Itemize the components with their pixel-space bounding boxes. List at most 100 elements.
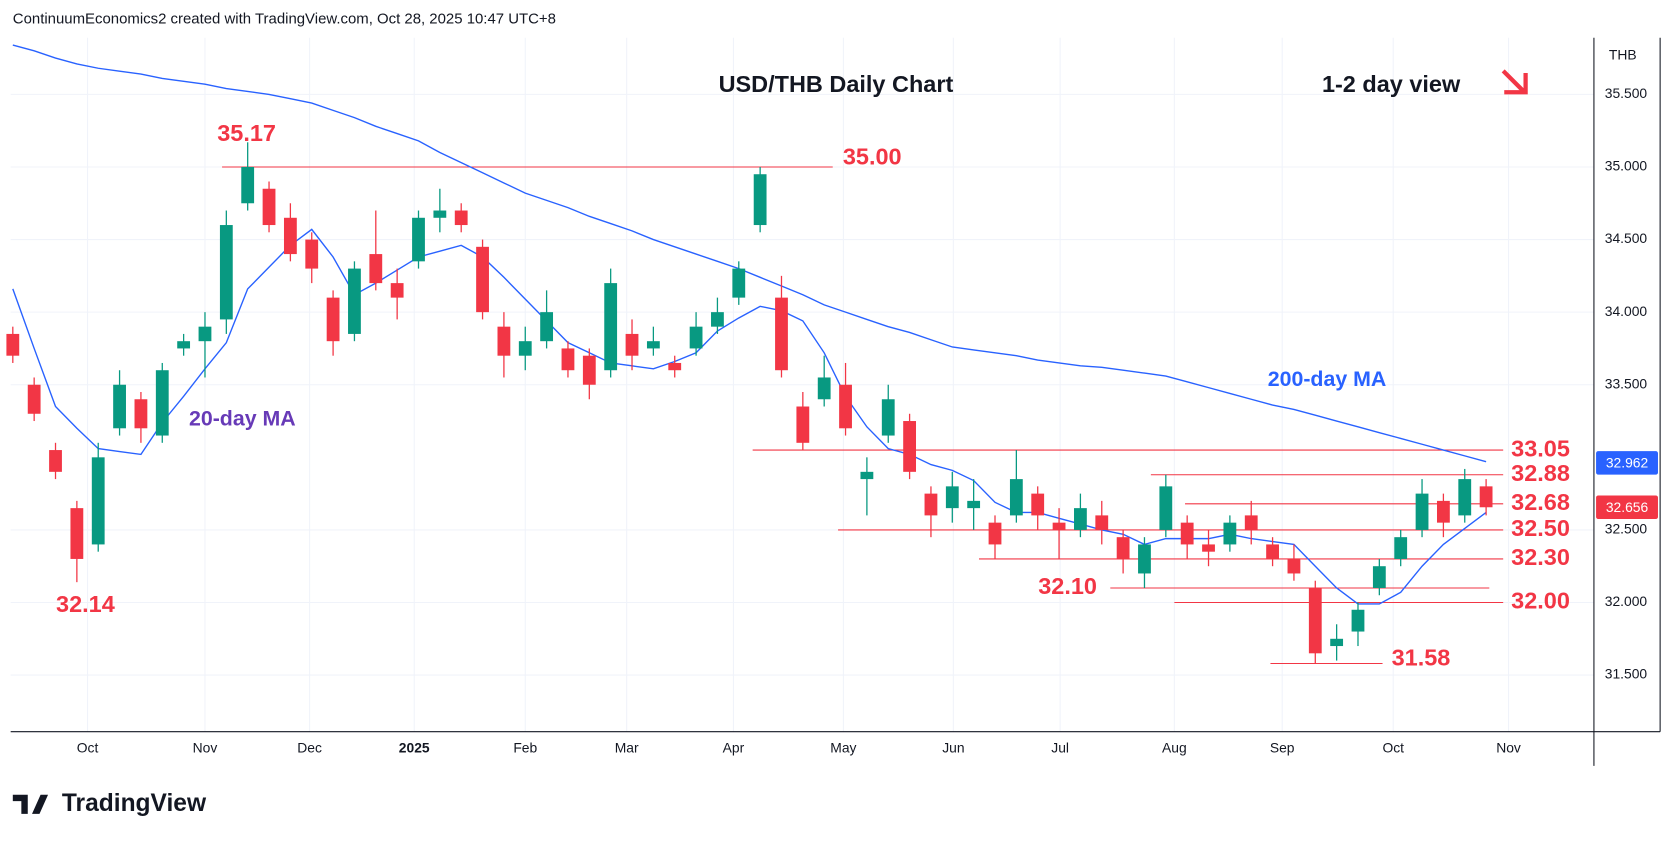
candle-body — [1052, 522, 1066, 530]
candle-body — [1244, 515, 1258, 530]
level-label: 33.05 — [1511, 435, 1570, 461]
candle-body — [518, 341, 532, 356]
candle-body — [497, 326, 511, 356]
price-badge-label: 32.656 — [1606, 499, 1649, 515]
candle-body — [775, 297, 788, 371]
arrow-icon — [1501, 69, 1528, 95]
y-tick-label: 32.000 — [1605, 593, 1648, 609]
candle-body — [476, 246, 489, 313]
x-tick-label: Oct — [1382, 739, 1404, 755]
candle-body — [903, 421, 917, 472]
candle-body — [988, 522, 1002, 545]
candle-body — [967, 500, 981, 509]
candle-body — [945, 486, 959, 509]
x-tick-label: Jun — [942, 739, 964, 755]
x-tick-label: Mar — [615, 739, 639, 755]
subtitle: 1-2 day view — [1322, 71, 1461, 97]
level-label: 32.00 — [1511, 588, 1570, 614]
x-tick-label: May — [830, 739, 856, 755]
candle-body — [561, 348, 575, 371]
level-label: 31.58 — [1392, 644, 1451, 670]
candle-body — [540, 312, 554, 342]
candle-body — [582, 355, 596, 385]
candle-body — [348, 268, 361, 334]
candle-body — [881, 399, 895, 436]
candle-body — [1009, 479, 1023, 516]
candle-body — [646, 341, 660, 349]
candle-body — [369, 254, 383, 284]
candle-body — [155, 370, 169, 436]
price-badge — [1596, 495, 1658, 520]
x-tick-label: Jul — [1051, 739, 1069, 755]
level-label: 32.50 — [1511, 515, 1570, 541]
candle-body — [1287, 558, 1301, 574]
candle-body — [27, 384, 41, 414]
level-label: 32.88 — [1511, 460, 1570, 486]
logo-text: TradingView — [62, 790, 207, 817]
candle-body — [604, 283, 618, 371]
x-tick-label: Feb — [513, 739, 537, 755]
series-label: 20-day MA — [189, 407, 296, 431]
candle-body — [1180, 522, 1194, 545]
price-badge-label: 32.962 — [1606, 455, 1649, 471]
candle-body — [262, 188, 276, 226]
candle-body — [1031, 493, 1045, 516]
y-tick-label: 35.000 — [1605, 158, 1648, 174]
candle-body — [113, 384, 126, 429]
level-label: 32.30 — [1511, 544, 1570, 570]
moving-average — [12, 44, 1487, 463]
y-tick-label: 31.500 — [1605, 666, 1648, 682]
candle-body — [689, 326, 703, 349]
candle-body — [1159, 486, 1173, 530]
currency: THB — [1609, 47, 1637, 63]
candle-body — [1116, 537, 1130, 559]
candle-body — [6, 333, 20, 356]
candle-body — [625, 333, 639, 356]
x-tick-label: Dec — [297, 739, 322, 755]
level-label: 32.68 — [1511, 489, 1570, 515]
candle-body — [1372, 566, 1386, 588]
candle-body — [412, 217, 425, 262]
level-label: 35.00 — [843, 144, 902, 170]
level-label: 32.10 — [1038, 573, 1097, 599]
grid — [10, 37, 1594, 732]
candle-body — [753, 174, 767, 226]
candle-body — [817, 377, 831, 400]
candle-body — [49, 450, 62, 472]
y-tick-label: 32.500 — [1605, 521, 1648, 537]
candle-body — [1074, 508, 1087, 530]
candle-body — [326, 297, 340, 342]
candle-body — [1138, 544, 1151, 574]
candle-body — [796, 406, 810, 443]
candle-body — [1458, 479, 1472, 516]
annotation: 35.17 — [217, 120, 276, 146]
candle-body — [711, 312, 724, 327]
x-tick-label: Nov — [193, 739, 218, 755]
candle-body — [1415, 493, 1429, 530]
candle-body — [839, 384, 852, 429]
x-tick-label: Nov — [1496, 739, 1521, 755]
x-tick-label: Sep — [1270, 739, 1295, 755]
y-tick-label: 34.500 — [1605, 230, 1648, 246]
candle-body — [219, 225, 233, 320]
candle-body — [732, 268, 746, 298]
candle-body — [177, 341, 191, 349]
candle-body — [283, 217, 297, 255]
candle-body — [454, 210, 468, 226]
series-label: 200-day MA — [1268, 367, 1387, 391]
candle-body — [241, 166, 255, 204]
candle-body — [305, 239, 319, 269]
candle-body — [390, 283, 404, 298]
candle-body — [1202, 544, 1215, 552]
candle-body — [91, 457, 105, 545]
candle-body — [1095, 515, 1109, 530]
candle-body — [924, 493, 938, 516]
chart-title: USD/THB Daily Chart — [719, 71, 954, 97]
candle-body — [198, 326, 212, 342]
y-tick-label: 34.000 — [1605, 303, 1648, 319]
x-tick-label: Oct — [77, 739, 99, 755]
candle-body — [70, 508, 84, 559]
candle-body — [1436, 500, 1450, 523]
